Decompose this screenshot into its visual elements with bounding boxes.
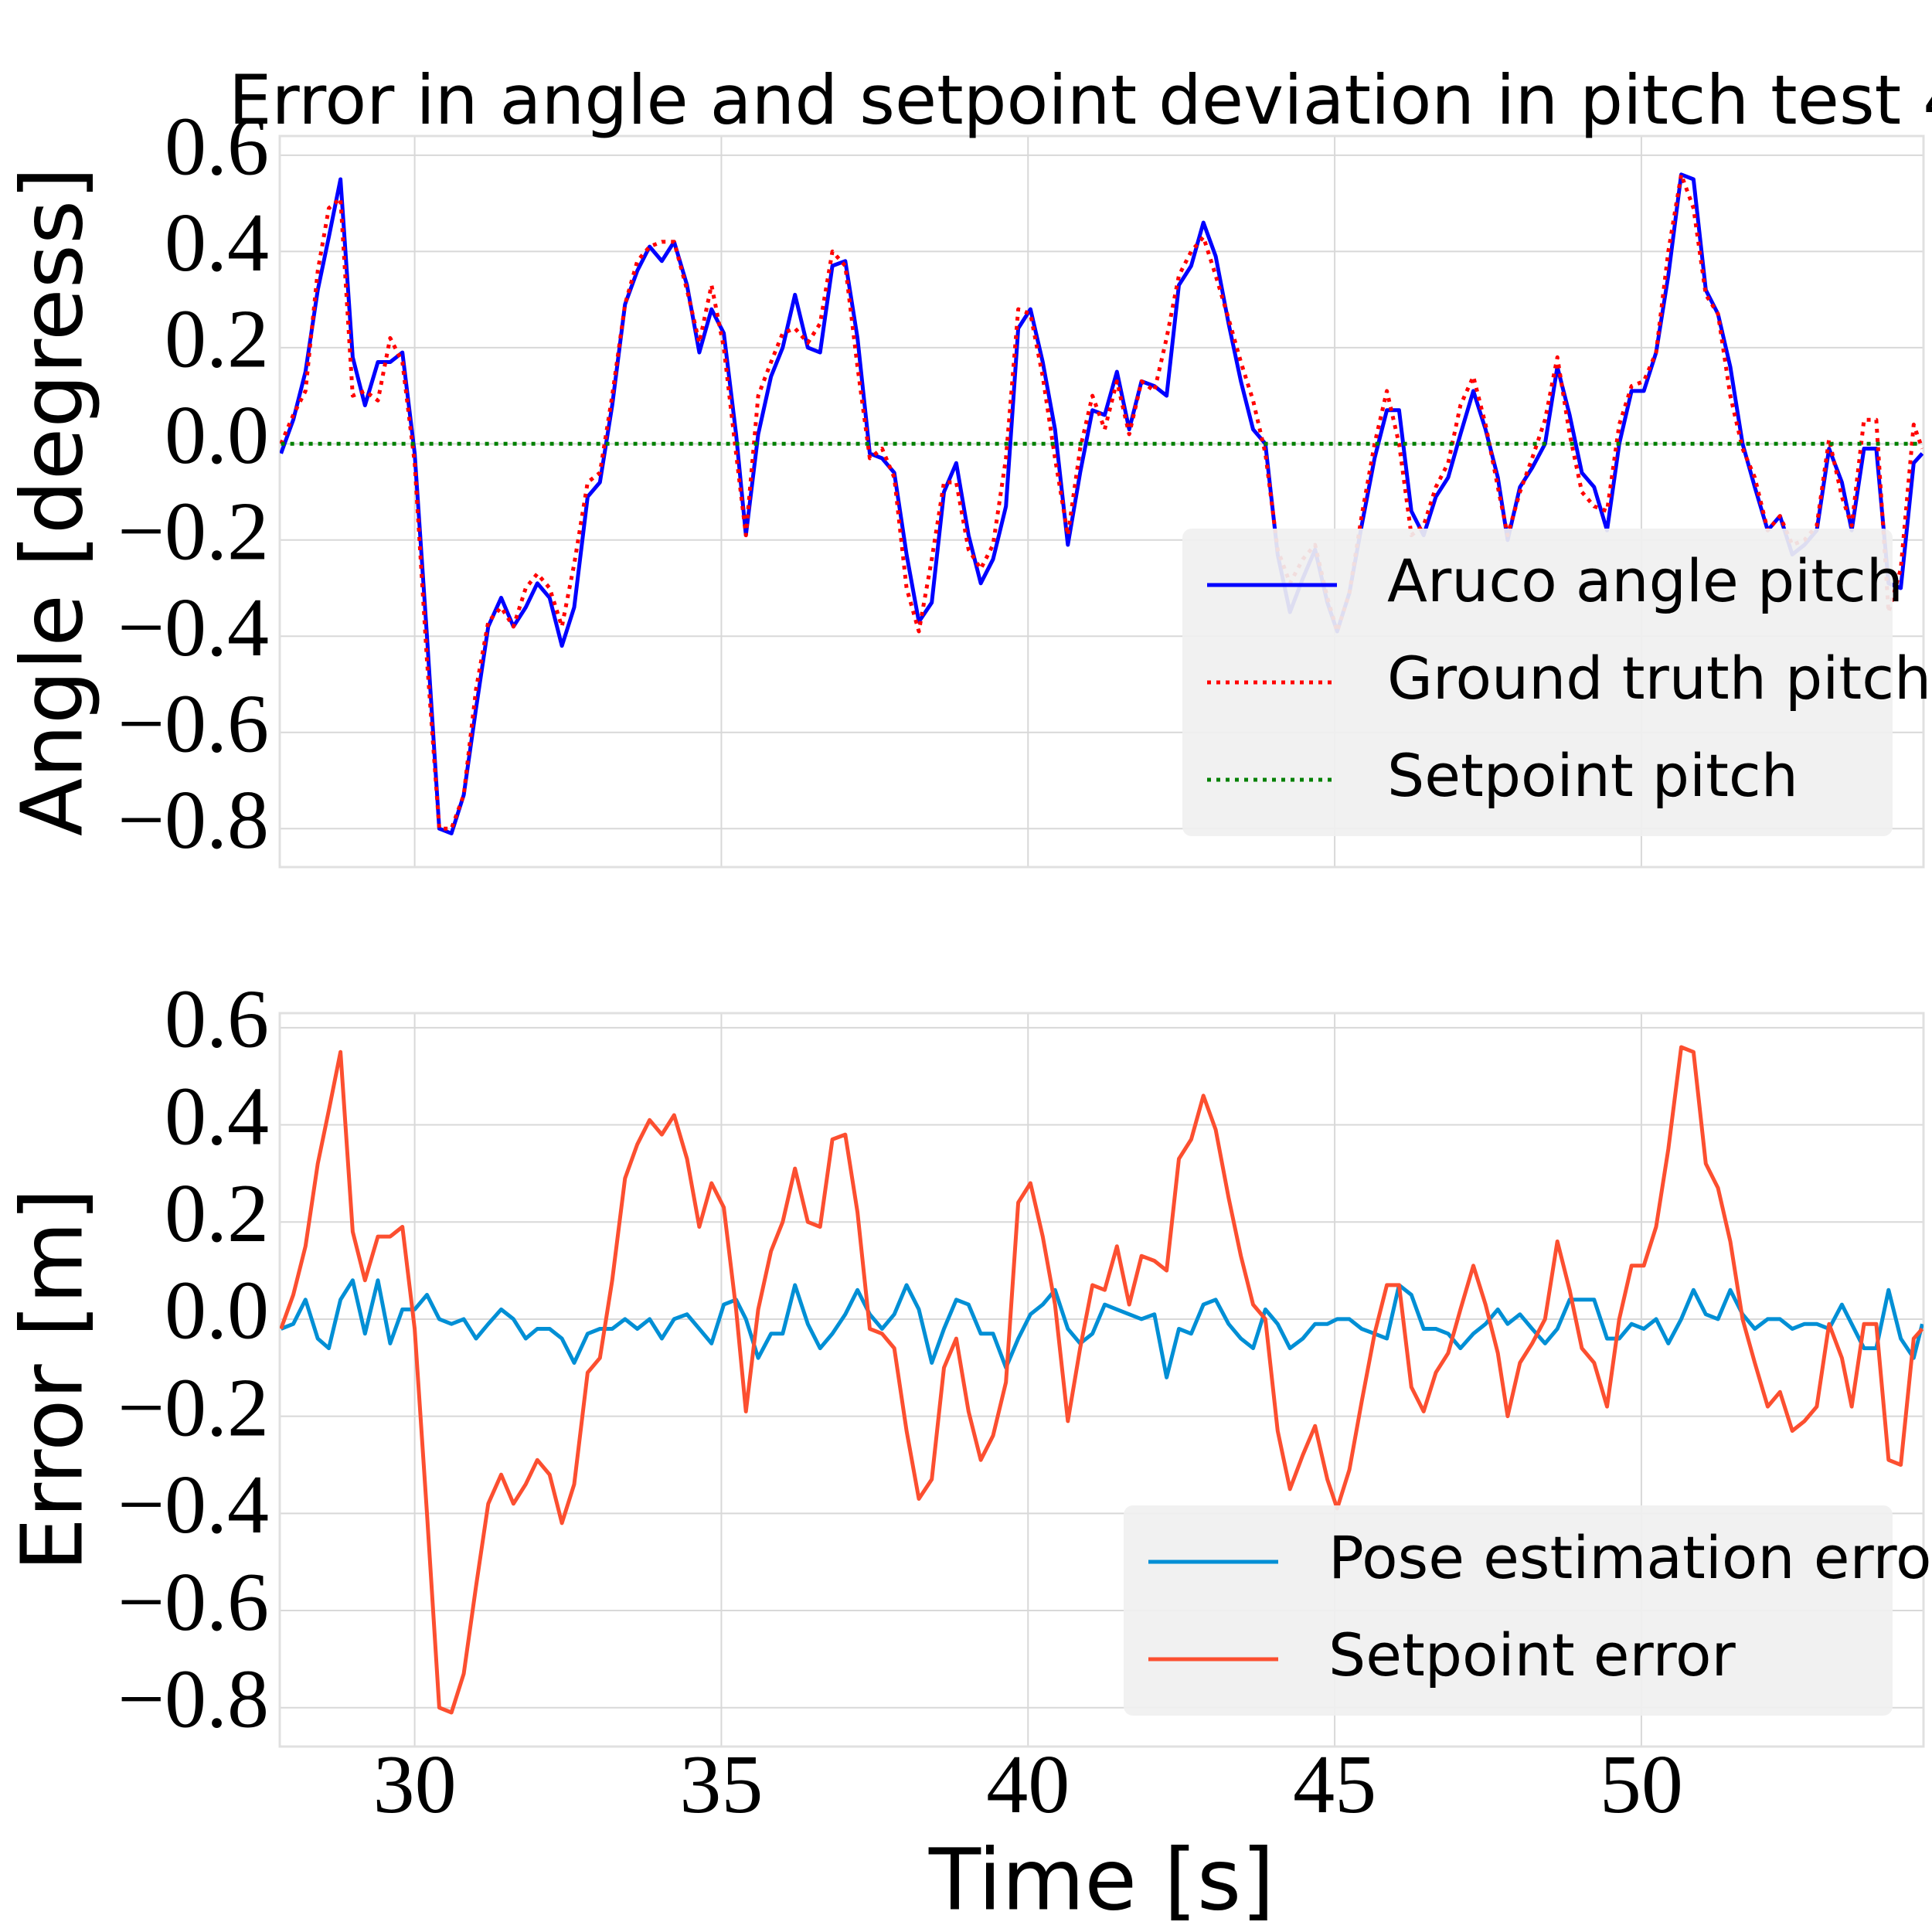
y-tick-label: 0.0 <box>165 389 269 481</box>
y-tick-label: 0.4 <box>165 197 269 289</box>
y-tick-label: 0.0 <box>165 1265 269 1357</box>
legend-box <box>1182 529 1893 836</box>
plot-frame <box>278 134 1925 869</box>
y-tick-label: 0.2 <box>165 1168 269 1260</box>
y-tick-label: −0.2 <box>117 486 269 578</box>
x-axis-label: Time [s] <box>928 1830 1274 1929</box>
x-tick-label: 50 <box>1600 1739 1683 1831</box>
y-tick-label: −0.6 <box>117 679 269 770</box>
y-tick-label: 0.6 <box>165 101 269 193</box>
x-tick-label: 35 <box>679 1739 763 1831</box>
x-tick-label: 40 <box>986 1739 1070 1831</box>
y-tick-label: 0.6 <box>165 974 269 1066</box>
data-line <box>280 1278 1923 1379</box>
y-tick-label: −0.4 <box>117 1459 269 1551</box>
y-tick-label: −0.2 <box>117 1362 269 1454</box>
legend-box <box>1124 1505 1893 1716</box>
legend-label: Setpoint pitch <box>1387 741 1798 810</box>
legend-label: Ground truth pitch <box>1387 644 1931 713</box>
legend-label: Setpoint error <box>1328 1621 1736 1689</box>
y-tick-label: −0.4 <box>117 582 269 674</box>
y-tick-label: −0.8 <box>117 1654 269 1746</box>
y-axis-label: Error [m] <box>2 1188 101 1571</box>
legend: Pose estimation error Setpoint error <box>1124 1505 1932 1716</box>
legend-label: Pose estimation error <box>1328 1523 1932 1592</box>
x-tick-label: 45 <box>1293 1739 1376 1831</box>
y-axis-label: Angle [degress] <box>2 167 101 836</box>
data-line <box>280 1045 1923 1715</box>
subplot: 30 35 40 45 50 −0.8−0.6−0.4−0.20.00.20.40.6 Ti… <box>2 974 1932 1930</box>
chart-title: Error in angle and setpoint deviation in… <box>229 60 1932 140</box>
y-tick-label: −0.8 <box>117 774 269 866</box>
y-tick-label: 0.4 <box>165 1070 269 1162</box>
y-tick-label: −0.6 <box>117 1556 269 1648</box>
plot-frame <box>278 1012 1925 1748</box>
legend: Aruco angle pitch Ground truth pitch Setpo… <box>1182 529 1931 836</box>
legend-label: Aruco angle pitch <box>1387 546 1903 615</box>
y-tick-label: 0.2 <box>165 294 269 386</box>
data-line <box>280 172 1923 835</box>
x-tick-label: 30 <box>373 1739 457 1831</box>
